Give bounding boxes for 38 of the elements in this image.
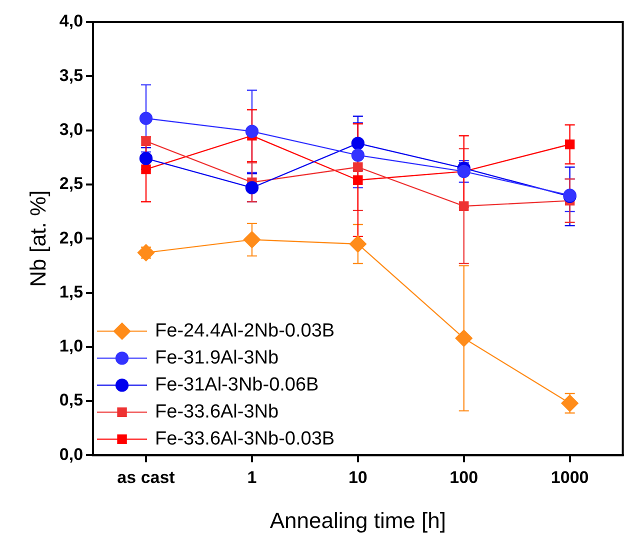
legend-label: Fe-24.4Al-2Nb-0.03B: [155, 320, 335, 342]
x-axis-title: Annealing time [h]: [270, 508, 446, 533]
point: [459, 201, 469, 211]
y-tick-label: 0,0: [59, 444, 84, 464]
y-axis-title: Nb [at. %]: [25, 190, 50, 287]
legend-label: Fe-33.6Al-3Nb: [155, 401, 279, 422]
x-tick-label: 10: [348, 468, 368, 488]
point: [353, 162, 363, 172]
legend-label: Fe-31Al-3Nb-0.06B: [155, 374, 319, 396]
point: [245, 181, 259, 194]
y-tick-label: 2,5: [59, 174, 84, 194]
point: [243, 231, 261, 248]
legend-label: Fe-31.9Al-3Nb: [155, 347, 279, 368]
point: [141, 164, 151, 174]
point: [561, 394, 578, 412]
point: [141, 136, 151, 146]
x-tick-label: 100: [450, 468, 478, 488]
point: [351, 136, 365, 150]
point: [137, 244, 155, 262]
legend-label: Fe-33.6Al-3Nb-0.03B: [155, 428, 335, 450]
point: [139, 112, 153, 125]
x-tick-label: 1000: [550, 468, 589, 488]
y-tick-label: 3,0: [59, 120, 84, 139]
x-tick-label: as cast: [117, 468, 176, 488]
point: [455, 330, 472, 347]
point: [353, 175, 363, 185]
y-tick-label: 3,5: [59, 66, 84, 85]
y-tick-label: 1,5: [59, 282, 84, 302]
y-tick-label: 4,0: [59, 12, 84, 31]
point: [349, 235, 367, 253]
point: [245, 124, 259, 138]
y-tick-label: 1,0: [59, 336, 84, 356]
point: [564, 140, 575, 150]
y-tick-label: 2,0: [59, 228, 84, 248]
point: [351, 148, 365, 162]
y-tick-label: 0,5: [59, 390, 84, 410]
x-tick-label: 1: [247, 468, 257, 488]
point: [139, 152, 153, 166]
